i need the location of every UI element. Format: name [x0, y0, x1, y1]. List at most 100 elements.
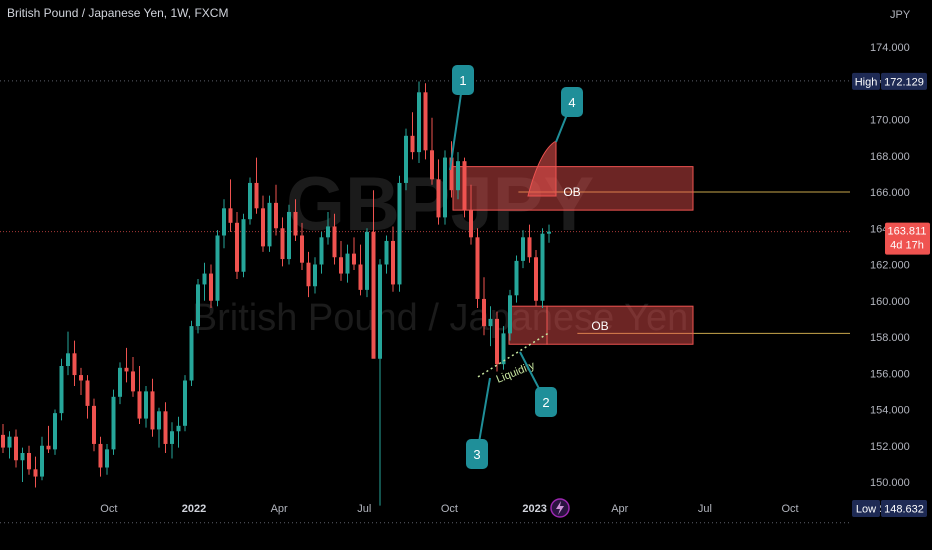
high-label-bg — [852, 72, 880, 90]
candle-body — [534, 257, 538, 301]
high-value: 172.129 — [884, 76, 924, 88]
candle-body — [371, 231, 376, 359]
candle-body — [417, 92, 421, 153]
y-tick-label: 174.000 — [870, 42, 910, 54]
watermark-name: British Pound / Japanese Yen — [192, 297, 689, 339]
candle-body — [202, 273, 207, 285]
candle-body — [378, 264, 382, 359]
countdown-value: 4d 17h — [890, 240, 924, 252]
candle-body — [72, 353, 77, 376]
candle-body — [287, 211, 291, 260]
low-label: Low — [856, 504, 876, 516]
candle-body — [547, 231, 551, 234]
candle-body — [248, 182, 252, 220]
high-value-bg — [881, 72, 927, 90]
y-tick-label: 156.000 — [870, 368, 910, 380]
candle-body — [397, 182, 402, 285]
x-tick-label: Apr — [611, 503, 628, 515]
liquidity-trendline — [477, 332, 549, 378]
currency-label: JPY — [890, 9, 911, 21]
candle-body — [14, 436, 18, 461]
candle-body — [118, 367, 122, 397]
candle-body — [482, 298, 486, 327]
low-value: 148.632 — [884, 504, 924, 516]
candle-body — [183, 380, 187, 426]
y-tick-label: 170.000 — [870, 115, 910, 127]
last-price-value: 163.811 — [888, 226, 927, 238]
candle-body — [170, 431, 174, 444]
candle-body — [53, 413, 57, 450]
y-tick-label: 152.000 — [870, 441, 910, 453]
candle-body — [215, 235, 220, 301]
candle-body — [222, 208, 226, 236]
callout-number: 1 — [459, 73, 466, 88]
candle-body — [137, 391, 142, 419]
callout-badge — [561, 87, 583, 117]
candle-body — [40, 445, 44, 477]
x-tick-label: Apr — [271, 503, 288, 515]
candle-body — [85, 380, 90, 406]
level-lines — [0, 80, 850, 524]
candle-body — [300, 235, 304, 263]
candle-body — [456, 161, 460, 191]
candle-body — [410, 135, 415, 153]
candle-body — [163, 411, 168, 444]
order-block-zone-extension — [508, 305, 548, 345]
candle-body — [20, 453, 25, 461]
candle-body — [495, 318, 499, 365]
candle-body — [150, 391, 155, 430]
candle-body — [384, 240, 389, 265]
low-value-bg — [881, 500, 927, 517]
candle-body — [462, 161, 467, 211]
candle-body — [391, 240, 395, 285]
callout-badge — [452, 65, 474, 95]
candle-body — [501, 333, 506, 365]
candle-body — [404, 135, 408, 183]
candle-body — [339, 257, 343, 274]
candle-body — [319, 237, 324, 265]
y-tick-label: 162.000 — [870, 260, 910, 272]
candle-body — [196, 284, 200, 327]
candle-body — [449, 157, 454, 191]
candle-body — [267, 202, 272, 247]
candle-body — [332, 226, 337, 258]
last-price-badge — [885, 222, 930, 255]
callout-badge — [466, 439, 488, 469]
ob-label: OB — [591, 319, 608, 333]
price-labels: High 172.129 Low 148.632 163.811 4d 17h — [550, 72, 930, 518]
axes: 150.000 152.000 154.000 156.000 158.000 160.0… — [100, 9, 911, 515]
candle-body — [365, 231, 369, 290]
y-tick-label: 168.000 — [870, 151, 910, 163]
candle-body — [46, 445, 51, 450]
candle-body — [176, 425, 181, 432]
candle-body — [105, 449, 109, 468]
order-block-zone — [546, 305, 694, 345]
x-tick-label: Jul — [698, 503, 712, 515]
candle-body — [261, 208, 265, 247]
candle-body — [66, 353, 70, 366]
candle-body — [189, 326, 194, 381]
candle-body — [540, 233, 545, 301]
candle-body — [488, 318, 493, 327]
candle-body — [7, 436, 12, 448]
y-tick-label: 154.000 — [870, 405, 910, 417]
candle-body — [92, 405, 96, 444]
candle-body — [111, 396, 116, 450]
callout-number: 3 — [473, 447, 480, 462]
candle-body — [241, 219, 246, 272]
candle-body — [443, 157, 447, 218]
candle-body — [27, 453, 31, 470]
y-tick-label: 166.000 — [870, 187, 910, 199]
candle-body — [228, 208, 233, 223]
candle-body — [521, 237, 525, 261]
low-label-bg — [852, 500, 880, 517]
candle-body — [254, 182, 259, 209]
candle-body — [293, 211, 298, 236]
candle-body — [508, 295, 512, 334]
callout-badge — [535, 387, 557, 417]
candle-body — [274, 202, 278, 229]
candle-body — [527, 237, 532, 258]
candle-body — [79, 375, 83, 381]
candle-body — [280, 228, 285, 260]
